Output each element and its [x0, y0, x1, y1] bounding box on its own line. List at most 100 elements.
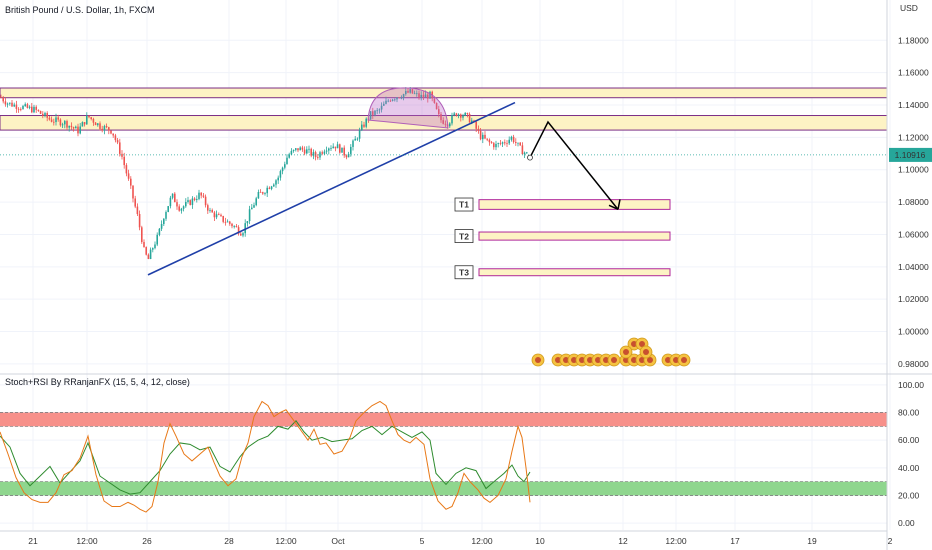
candle-body — [31, 106, 33, 113]
candle-body — [154, 244, 156, 249]
candle-body — [427, 94, 429, 99]
candle-body — [486, 138, 488, 140]
trendline — [147, 101, 516, 276]
candle-body — [224, 221, 227, 223]
event-flag-inner — [639, 341, 645, 347]
candle-body — [4, 101, 7, 105]
candle-body — [57, 117, 59, 120]
candle-body — [79, 126, 81, 134]
candle-body — [526, 152, 528, 154]
candle-body — [77, 126, 79, 134]
arrow-start-handle — [527, 154, 533, 161]
candle-body — [204, 196, 207, 206]
candle-body — [380, 105, 383, 110]
chart-drawings: 1.10916 — [0, 87, 932, 276]
event-flag-inner — [563, 357, 569, 363]
economic-event-icons[interactable] — [531, 337, 691, 367]
candle-body — [499, 143, 502, 144]
candle-body — [268, 187, 271, 189]
event-flag-inner — [631, 357, 637, 363]
overbought-band — [0, 412, 887, 427]
event-flag-inner — [535, 357, 541, 363]
candle-body — [345, 155, 348, 158]
candle-body — [471, 120, 473, 123]
target-label: T1 — [459, 200, 469, 210]
candle-body — [358, 130, 361, 139]
candle-body — [55, 117, 57, 123]
candle-body — [53, 121, 55, 123]
candle-body — [257, 192, 260, 199]
price-tick-label: 1.08000 — [898, 197, 929, 207]
event-flag-inner — [673, 357, 679, 363]
candle-body — [226, 221, 229, 223]
candle-body — [92, 119, 95, 123]
osc-tick-label: 0.00 — [898, 518, 915, 528]
candle-body — [435, 102, 438, 110]
candle-body — [116, 140, 119, 143]
candle-body — [48, 117, 51, 120]
candle-body — [189, 200, 191, 205]
osc-tick-label: 40.00 — [898, 463, 920, 473]
candle-body — [442, 120, 444, 124]
target-label-box — [454, 229, 474, 243]
event-flag-inner — [623, 357, 629, 363]
candle-body — [264, 193, 266, 194]
candle-body — [253, 205, 255, 208]
candle-body — [163, 218, 165, 225]
candle-body — [310, 148, 312, 156]
candle-body — [308, 148, 310, 150]
candle-body — [262, 192, 264, 194]
candle-body — [167, 206, 169, 212]
candle-body — [235, 226, 238, 228]
candle-body — [411, 89, 414, 94]
candle-body — [196, 199, 198, 200]
time-tick-label: 17 — [730, 536, 740, 546]
candle-body — [286, 157, 288, 165]
candle-body — [17, 108, 20, 110]
candle-body — [244, 223, 246, 234]
candle-body — [136, 206, 139, 215]
candle-body — [105, 126, 108, 128]
candle-body — [149, 249, 152, 260]
candle-body — [281, 167, 284, 172]
candle-body — [504, 142, 506, 144]
event-flag-inner — [595, 357, 601, 363]
candle-body — [413, 93, 416, 95]
candle-body — [180, 208, 183, 211]
price-tick-label: 1.10000 — [898, 165, 929, 175]
candle-body — [317, 157, 319, 158]
time-tick-label: 19 — [807, 536, 817, 546]
candle-body — [389, 100, 392, 102]
candle-body — [328, 148, 330, 151]
candle-body — [466, 112, 469, 115]
candle-body — [387, 100, 389, 102]
candle-body — [464, 112, 466, 116]
price-tick-label: 1.04000 — [898, 262, 929, 272]
time-tick-label: Oct — [331, 536, 345, 546]
candle-body — [145, 247, 147, 255]
candle-body — [501, 142, 504, 144]
time-tick-label: 21 — [28, 536, 38, 546]
osc-tick-label: 60.00 — [898, 435, 920, 445]
event-flag-inner — [623, 349, 629, 355]
candle-body — [336, 144, 339, 149]
candle-body — [171, 193, 174, 198]
candle-body — [517, 142, 519, 144]
currency-label: USD — [900, 3, 918, 13]
osc-tick-label: 80.00 — [898, 408, 920, 418]
candle-body — [35, 106, 37, 110]
candle-body — [512, 136, 515, 143]
candle-body — [169, 197, 172, 207]
candle-body — [369, 111, 372, 120]
candle-body — [288, 154, 290, 158]
candle-body — [334, 146, 337, 149]
price-tick-label: 1.16000 — [898, 68, 929, 78]
candle-body — [147, 254, 150, 260]
candle-body — [484, 134, 486, 139]
candle-body — [86, 115, 88, 125]
candle-body — [138, 214, 141, 228]
candle-body — [50, 119, 53, 122]
candle-body — [409, 89, 411, 93]
